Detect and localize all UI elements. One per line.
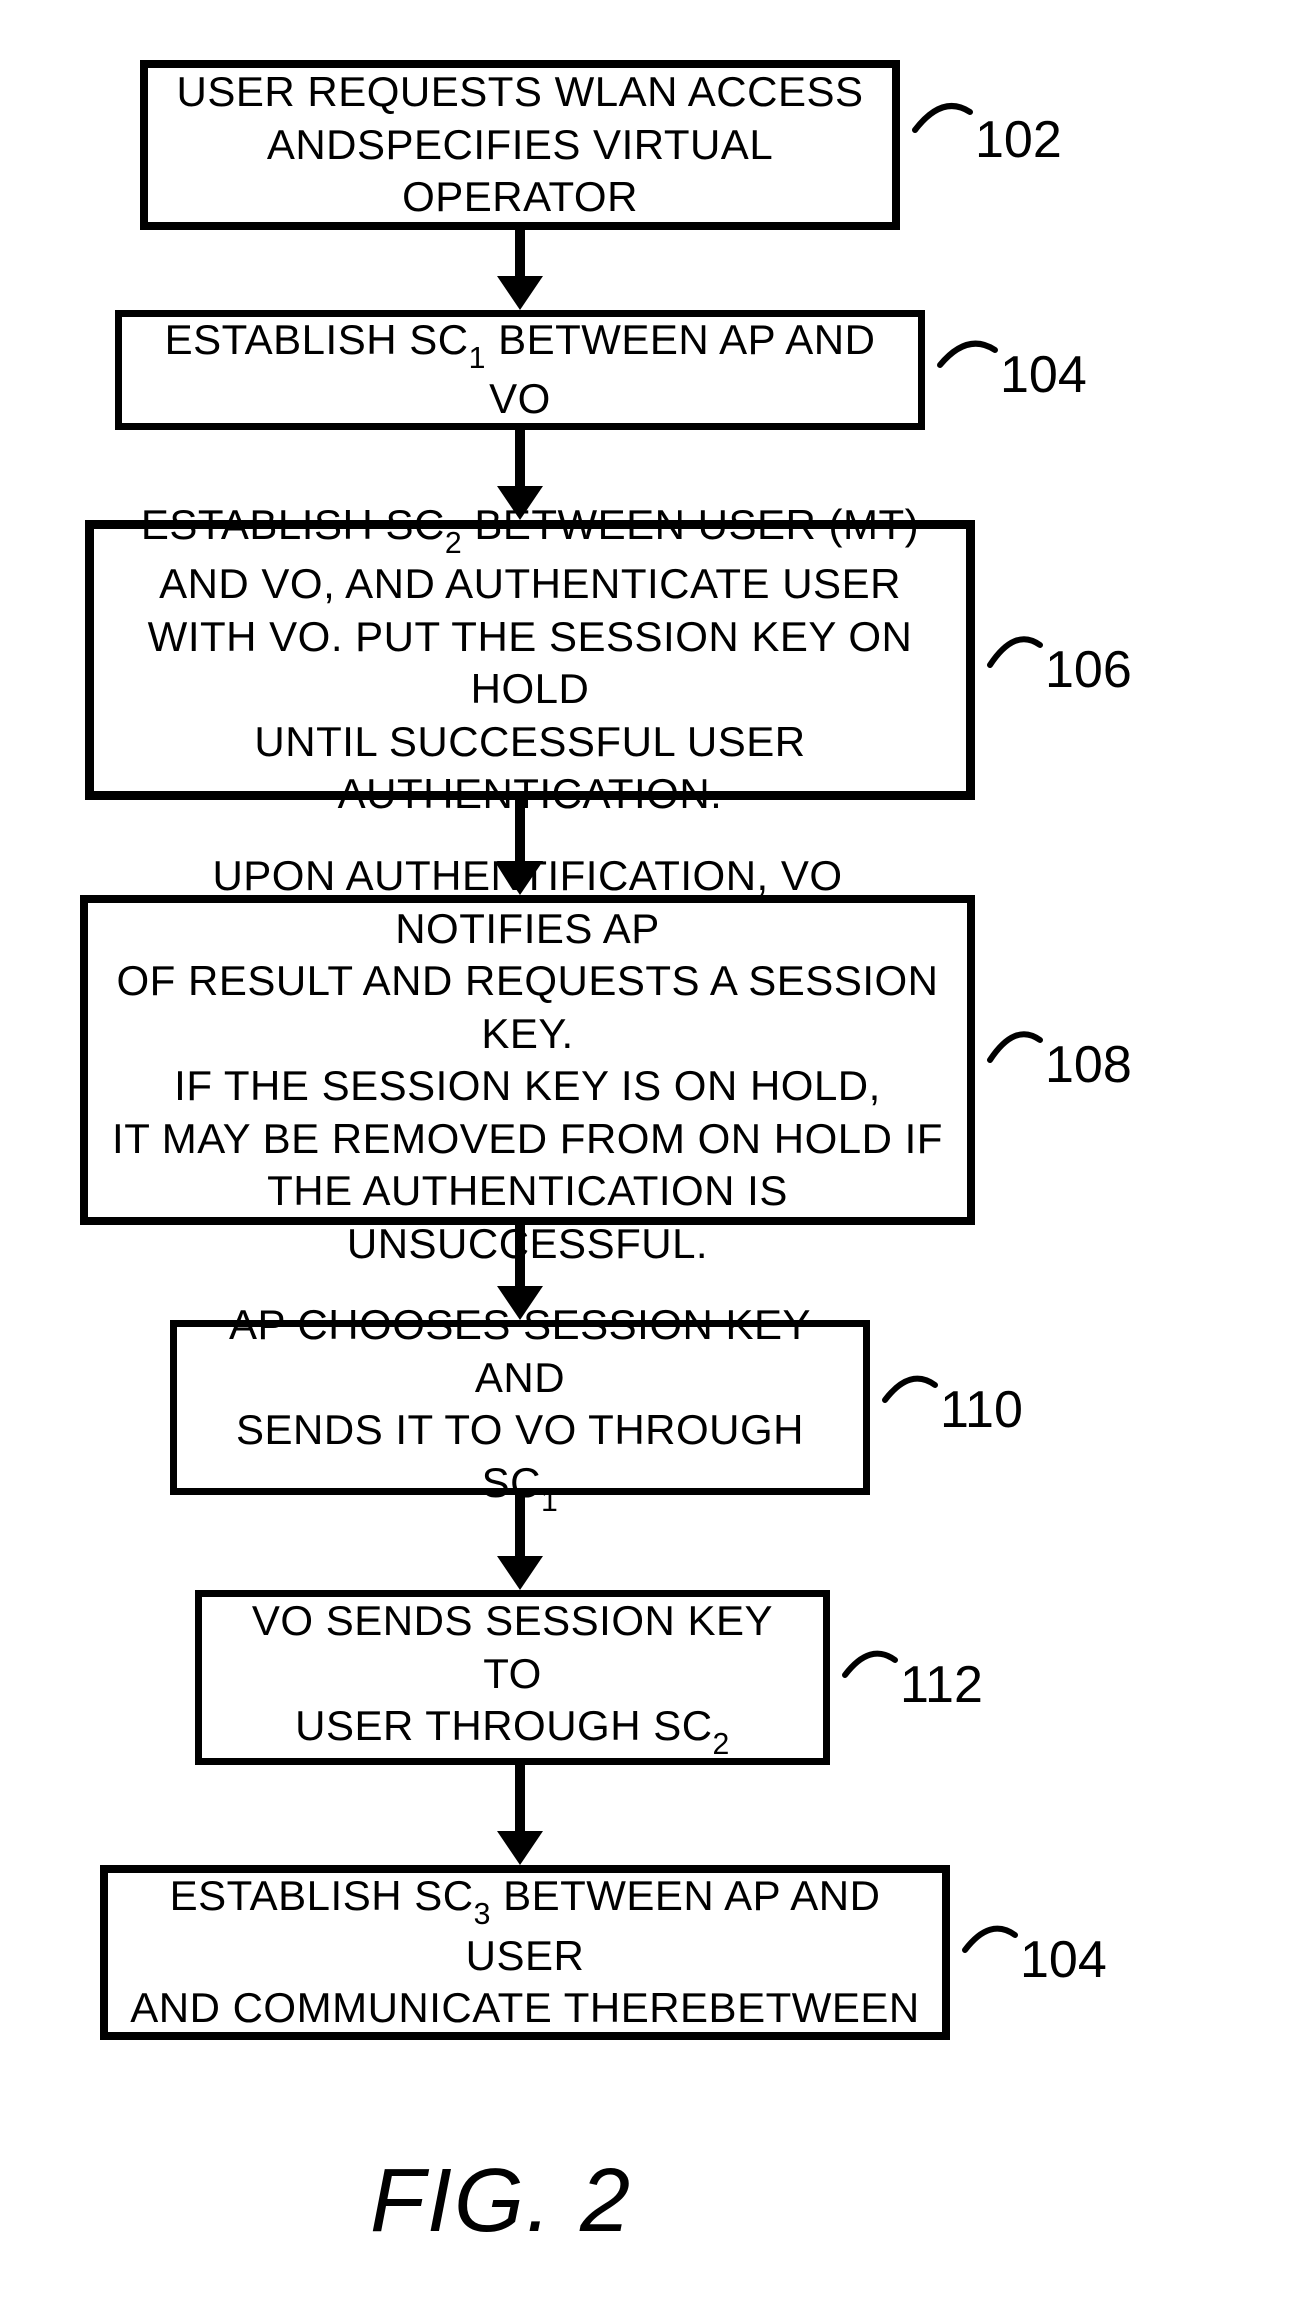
step-label-104: 104 xyxy=(1020,1930,1107,1990)
flow-step-b112: VO SENDS SESSION KEY TO USER THROUGH SC2 xyxy=(195,1590,830,1765)
step-label-108: 108 xyxy=(1045,1035,1132,1095)
flow-step-b102: USER REQUESTS WLAN ACCESS ANDSPECIFIES V… xyxy=(140,60,900,230)
flow-arrow xyxy=(497,230,543,310)
flow-step-text: ESTABLISH SC3 BETWEEN AP AND USER AND CO… xyxy=(128,1870,922,2034)
flow-step-text: ESTABLISH SC2 BETWEEN USER (MT) AND VO, … xyxy=(114,499,946,821)
step-label-112: 112 xyxy=(900,1655,983,1715)
flow-step-text: VO SENDS SESSION KEY TO USER THROUGH SC2 xyxy=(222,1595,803,1759)
flow-step-b110: AP CHOOSES SESSION KEY AND SENDS IT TO V… xyxy=(170,1320,870,1495)
step-label-110: 110 xyxy=(940,1380,1023,1440)
flow-step-b104b: ESTABLISH SC3 BETWEEN AP AND USER AND CO… xyxy=(100,1865,950,2040)
flow-step-text: UPON AUTHENTIFICATION, VO NOTIFIES AP OF… xyxy=(108,850,947,1270)
flow-step-text: ESTABLISH SC1 BETWEEN AP AND VO xyxy=(142,314,898,426)
flow-step-text: AP CHOOSES SESSION KEY AND SENDS IT TO V… xyxy=(197,1299,843,1516)
flowchart-canvas: FIG. 2 USER REQUESTS WLAN ACCESS ANDSPEC… xyxy=(0,0,1308,2307)
flow-step-b106: ESTABLISH SC2 BETWEEN USER (MT) AND VO, … xyxy=(85,520,975,800)
flow-step-text: USER REQUESTS WLAN ACCESS ANDSPECIFIES V… xyxy=(168,66,872,224)
flow-arrow xyxy=(497,1765,543,1865)
step-label-106: 106 xyxy=(1045,640,1132,700)
step-label-102: 102 xyxy=(975,110,1062,170)
figure-caption: FIG. 2 xyxy=(370,2150,632,2253)
step-label-104: 104 xyxy=(1000,345,1087,405)
flow-step-b108: UPON AUTHENTIFICATION, VO NOTIFIES AP OF… xyxy=(80,895,975,1225)
flow-step-b104a: ESTABLISH SC1 BETWEEN AP AND VO xyxy=(115,310,925,430)
